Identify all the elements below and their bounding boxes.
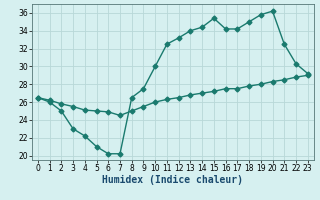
X-axis label: Humidex (Indice chaleur): Humidex (Indice chaleur) bbox=[102, 175, 243, 185]
